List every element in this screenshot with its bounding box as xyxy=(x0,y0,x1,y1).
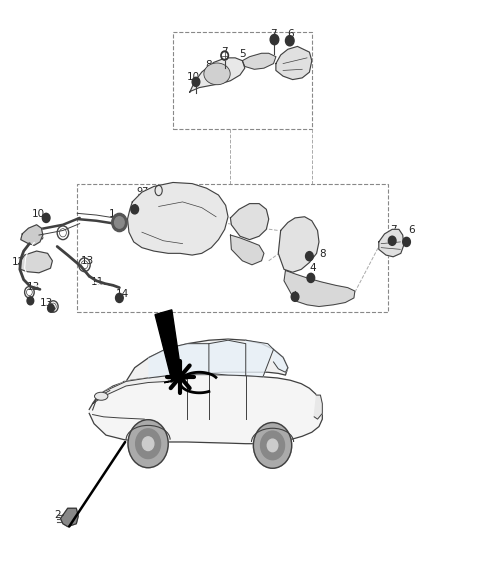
Text: 10: 10 xyxy=(187,72,200,83)
Polygon shape xyxy=(93,375,187,404)
Circle shape xyxy=(388,236,396,245)
Polygon shape xyxy=(278,217,319,272)
Text: 6: 6 xyxy=(408,226,415,236)
Polygon shape xyxy=(190,58,245,92)
Polygon shape xyxy=(21,225,43,245)
Polygon shape xyxy=(155,310,190,383)
Text: 11: 11 xyxy=(91,277,105,288)
Polygon shape xyxy=(123,339,288,383)
Bar xyxy=(77,183,388,312)
Text: 13: 13 xyxy=(39,297,53,308)
Polygon shape xyxy=(230,235,264,265)
Polygon shape xyxy=(314,395,323,419)
Polygon shape xyxy=(19,251,52,273)
Text: 7: 7 xyxy=(270,29,277,39)
Text: 2: 2 xyxy=(54,510,60,520)
Text: 10: 10 xyxy=(32,210,45,219)
Circle shape xyxy=(42,213,50,222)
Circle shape xyxy=(143,437,154,450)
Ellipse shape xyxy=(95,393,108,401)
Polygon shape xyxy=(60,508,78,527)
Circle shape xyxy=(115,217,124,228)
Text: 13: 13 xyxy=(81,256,95,266)
Text: 8: 8 xyxy=(319,249,325,259)
Polygon shape xyxy=(284,270,355,307)
Circle shape xyxy=(221,51,228,60)
Circle shape xyxy=(270,34,279,45)
Text: 13: 13 xyxy=(26,281,40,292)
Circle shape xyxy=(131,205,139,214)
Circle shape xyxy=(136,429,160,458)
Text: 3: 3 xyxy=(243,242,250,252)
Circle shape xyxy=(267,439,278,452)
Circle shape xyxy=(291,292,299,301)
Text: 6: 6 xyxy=(287,29,294,39)
Circle shape xyxy=(403,237,410,246)
Polygon shape xyxy=(379,229,404,257)
Polygon shape xyxy=(274,350,288,372)
Polygon shape xyxy=(89,375,323,444)
Text: 7: 7 xyxy=(390,225,396,235)
Circle shape xyxy=(307,273,315,282)
Circle shape xyxy=(261,431,285,460)
Polygon shape xyxy=(128,182,228,255)
Circle shape xyxy=(192,77,200,87)
Text: 13: 13 xyxy=(31,232,45,242)
Polygon shape xyxy=(230,203,269,240)
Polygon shape xyxy=(246,340,274,377)
Circle shape xyxy=(48,304,54,312)
Ellipse shape xyxy=(204,63,230,85)
Circle shape xyxy=(128,419,168,468)
Text: 8: 8 xyxy=(205,60,212,70)
Circle shape xyxy=(27,297,34,305)
Text: 7: 7 xyxy=(304,234,311,244)
Polygon shape xyxy=(149,344,209,378)
Text: 4: 4 xyxy=(309,262,315,273)
Circle shape xyxy=(116,293,123,303)
Text: 9: 9 xyxy=(131,201,137,211)
Text: 97-971-2: 97-971-2 xyxy=(137,187,180,197)
Text: 14: 14 xyxy=(116,289,130,299)
Text: 1: 1 xyxy=(109,210,116,219)
Text: 5: 5 xyxy=(239,49,246,60)
Circle shape xyxy=(253,422,292,468)
Bar xyxy=(173,32,312,129)
Circle shape xyxy=(223,53,227,58)
Circle shape xyxy=(306,252,313,261)
Polygon shape xyxy=(276,46,312,80)
Polygon shape xyxy=(242,53,276,69)
Circle shape xyxy=(112,213,127,231)
Text: 7: 7 xyxy=(221,47,228,57)
Text: 10: 10 xyxy=(291,283,304,293)
Text: 12: 12 xyxy=(12,257,25,267)
Polygon shape xyxy=(209,340,246,376)
Polygon shape xyxy=(168,377,177,384)
Circle shape xyxy=(286,36,294,46)
